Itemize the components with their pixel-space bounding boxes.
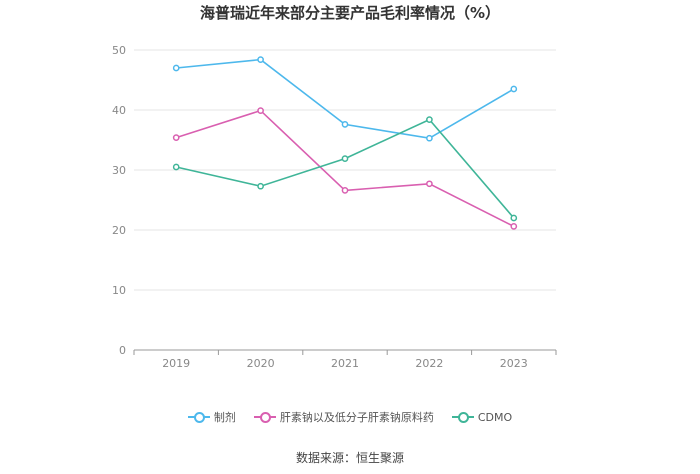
x-tick-label: 2022 (415, 357, 443, 370)
y-tick-label: 50 (112, 44, 126, 57)
legend-marker-icon (187, 411, 210, 423)
data-point (257, 107, 264, 114)
y-tick-label: 10 (112, 284, 126, 297)
data-point (510, 85, 518, 93)
legend-item[interactable]: CDMO (451, 409, 513, 425)
data-point (426, 134, 433, 142)
data-point (257, 182, 264, 190)
data-point (426, 116, 433, 123)
data-point (341, 187, 349, 194)
series-lines (172, 56, 518, 230)
gridlines (134, 49, 556, 291)
data-point (172, 163, 180, 171)
axes: 0 10 20 30 40 50 2019 2020 2021 2022 2023 (112, 44, 557, 370)
y-tick-label: 30 (112, 164, 126, 177)
data-point (510, 223, 518, 230)
data-point (257, 56, 264, 63)
data-point (426, 180, 433, 188)
data-point (341, 155, 349, 162)
data-point (172, 134, 180, 141)
legend-label: 制剂 (213, 411, 236, 424)
x-tick-label: 2020 (247, 357, 275, 370)
x-tick-label: 2023 (500, 357, 528, 370)
source-note: 数据来源：恒生聚源 (295, 451, 404, 465)
legend-marker-icon (451, 411, 474, 423)
legend-item[interactable]: 制剂 (187, 409, 236, 425)
y-tick-label: 20 (112, 224, 126, 237)
y-tick-label: 40 (112, 104, 126, 117)
legend-item[interactable]: 肝素钠以及低分子肝素钠原料药 (253, 409, 434, 425)
series-line (175, 109, 515, 228)
chart-title: 海普瑞近年来部分主要产品毛利率情况（%） (199, 4, 501, 22)
data-point (510, 214, 518, 222)
legend-label: CDMO (477, 410, 513, 424)
x-tick-label: 2021 (331, 357, 359, 370)
y-tick-label: 0 (119, 344, 126, 357)
legend-label: 肝素钠以及低分子肝素钠原料药 (279, 411, 434, 424)
data-point (341, 121, 349, 128)
legend-marker-icon (253, 411, 276, 423)
x-tick-label: 2019 (162, 357, 190, 370)
data-point (172, 64, 180, 72)
legend: 制剂 肝素钠以及低分子肝素钠原料药 CDMO (0, 409, 700, 425)
series-line (176, 118, 515, 219)
